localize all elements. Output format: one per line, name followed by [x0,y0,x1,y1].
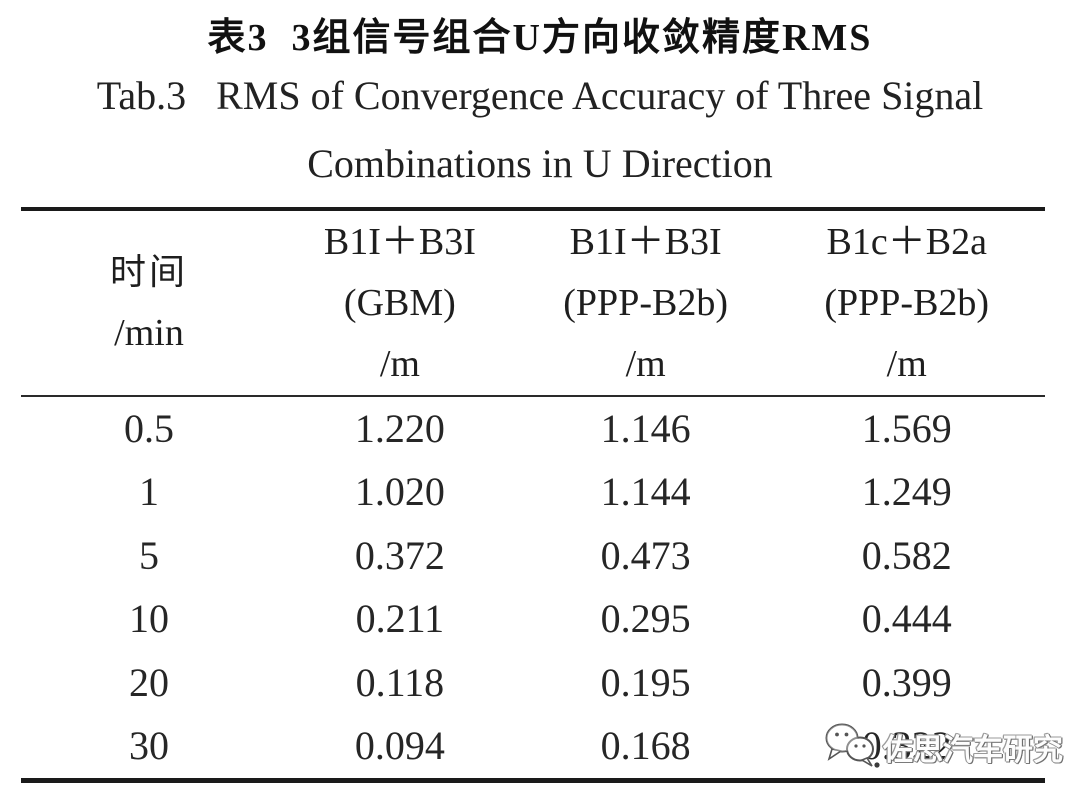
cell-gbm: 1.220 [354,405,445,451]
header-signal-3-mode: (PPP-B2b) [824,281,990,324]
header-signal-1-mode: (GBM) [343,281,456,324]
header-time-unit: /min [114,312,184,354]
cell-pppb2b-b1i: 0.195 [600,659,691,705]
cell-time: 10 [129,596,169,642]
table-body: 0.5 1.220 1.146 1.569 1 1.020 1.144 1.24… [21,397,1045,778]
header-signal-3-name: B1c＋B2a [826,220,987,263]
header-signal-1-name: B1I＋B3I [323,220,476,263]
header-signal-2-mode: (PPP-B2b) [563,281,728,324]
header-signal-3-unit: /m [886,342,927,385]
header-signal-2: B1I＋B3I (PPP-B2b) /m [523,211,769,395]
cell-gbm: 0.211 [355,596,445,642]
cell-pppb2b-b1c: 1.249 [861,469,952,515]
header-signal-1-unit: /m [379,342,420,385]
cell-pppb2b-b1i: 0.473 [600,532,691,578]
cell-pppb2b-b1c: 0.444 [861,596,952,642]
header-signal-2-name: B1I＋B3I [569,220,722,263]
cell-pppb2b-b1c: 1.569 [861,405,952,451]
cell-pppb2b-b1c: 0.582 [861,532,952,578]
table-caption-en-line1: Tab.3 RMS of Convergence Accuracy of Thr… [96,73,984,118]
cell-pppb2b-b1c: 0.322 [861,723,952,769]
table-row: 1 1.020 1.144 1.249 [21,461,1045,525]
cell-gbm: 0.372 [354,532,445,578]
table-row: 5 0.372 0.473 0.582 [21,524,1045,588]
header-signal-2-unit: /m [625,342,666,385]
header-signal-3: B1c＋B2a (PPP-B2b) /m [769,211,1045,395]
table-caption-en-line2: Combinations in U Direction [307,141,773,186]
cell-pppb2b-b1i: 1.144 [600,469,691,515]
cell-gbm: 1.020 [354,469,445,515]
cell-gbm: 0.118 [355,659,445,705]
table-row: 10 0.211 0.295 0.444 [21,588,1045,652]
header-time-column: 时间 /min [21,211,277,395]
cell-pppb2b-b1c: 0.399 [861,659,952,705]
table-caption-zh: 表3 3组信号组合U方向收敛精度RMS [207,17,873,59]
cell-time: 1 [139,469,159,515]
rms-accuracy-table: 时间 /min B1I＋B3I (GBM) /m B1I＋B3I (PPP-B2… [21,207,1045,783]
table-row: 30 0.094 0.168 0.322 [21,715,1045,779]
cell-pppb2b-b1i: 0.168 [600,723,691,769]
cell-time: 5 [139,532,159,578]
table-row: 0.5 1.220 1.146 1.569 [21,397,1045,461]
cell-time: 30 [129,723,169,769]
table-header-row: 时间 /min B1I＋B3I (GBM) /m B1I＋B3I (PPP-B2… [21,211,1045,397]
table-row: 20 0.118 0.195 0.399 [21,651,1045,715]
header-time-label: 时间 [109,252,188,292]
header-signal-1: B1I＋B3I (GBM) /m [277,211,523,395]
cell-gbm: 0.094 [354,723,445,769]
cell-pppb2b-b1i: 0.295 [600,596,691,642]
cell-time: 0.5 [124,405,174,451]
cell-time: 20 [129,659,169,705]
cell-pppb2b-b1i: 1.146 [600,405,691,451]
